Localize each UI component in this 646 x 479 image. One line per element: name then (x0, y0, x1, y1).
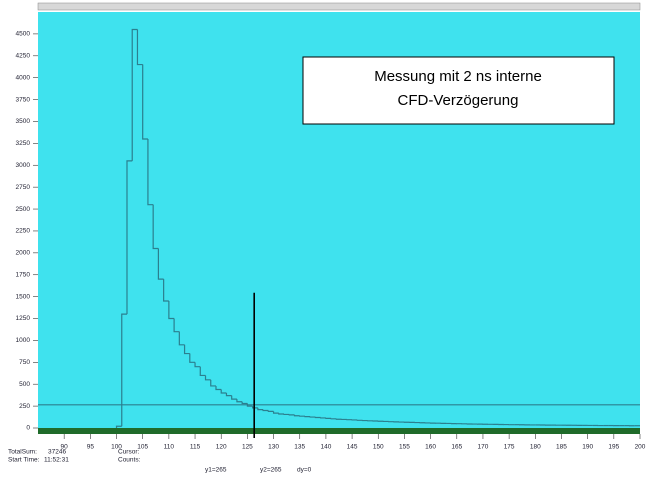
histogram-bin (189, 353, 196, 363)
y-tick-label: 1250 (16, 315, 31, 322)
status-value: y2=265 (260, 467, 282, 474)
x-tick-label: 115 (190, 444, 201, 451)
y-tick-label: 1750 (16, 271, 31, 278)
histogram-bin (152, 204, 159, 250)
x-tick-label: 100 (111, 444, 122, 451)
histogram-bin (225, 392, 232, 397)
x-tick-label: 180 (530, 444, 541, 451)
annotation: Messung mit 2 ns interne (374, 68, 542, 85)
histogram-bin (293, 414, 300, 417)
status-label: Counts: (118, 457, 141, 464)
histogram-bin (136, 29, 143, 66)
x-tick-label: 110 (164, 444, 175, 451)
y-tick-label: 0 (26, 425, 30, 432)
histogram-bin (215, 385, 222, 391)
histogram-bin (220, 389, 227, 394)
y-tick-label: 2500 (16, 206, 31, 213)
x-tick-label: 120 (216, 444, 227, 451)
y-tick-label: 1000 (16, 337, 31, 344)
histogram-bin (168, 301, 175, 320)
histogram-bin (121, 313, 127, 427)
x-tick-label: 145 (347, 444, 358, 451)
x-tick-label: 140 (320, 444, 331, 451)
histogram-bin (178, 331, 185, 346)
x-tick-label: 165 (451, 444, 462, 451)
histogram-bin (272, 411, 279, 414)
x-tick-label: 200 (635, 444, 646, 451)
histogram-bin (278, 413, 285, 415)
histogram-bin (183, 344, 190, 355)
x-tick-label: 95 (87, 444, 95, 451)
y-tick-label: 3000 (16, 162, 31, 169)
y-tick-label: 250 (19, 403, 30, 410)
y-tick-label: 4250 (16, 53, 31, 60)
x-tick-label: 175 (504, 444, 515, 451)
histogram-bin (126, 160, 133, 315)
y-tick-label: 4000 (16, 74, 31, 81)
status-label: Start Time: (8, 457, 40, 464)
y-tick-label: 4500 (16, 31, 31, 38)
histogram-bin (147, 138, 154, 206)
status-value: dy=0 (297, 467, 312, 474)
histogram-bin (173, 318, 180, 333)
histogram-bin (157, 248, 164, 280)
y-tick-label: 3250 (16, 140, 31, 147)
histogram-bin (210, 379, 216, 387)
histogram-bin (231, 395, 237, 400)
y-tick-label: 2000 (16, 250, 31, 257)
status-value: 37246 (48, 449, 66, 456)
histogram-bin (236, 399, 243, 403)
x-tick-label: 150 (373, 444, 384, 451)
histogram-bin (199, 366, 206, 377)
status-label: Cursor: (118, 449, 140, 456)
scroll-bar[interactable] (37, 2, 641, 11)
x-tick-label: 195 (608, 444, 619, 451)
x-tick-label: 160 (425, 444, 436, 451)
histogram-bin (163, 279, 169, 302)
histogram-bin (131, 28, 138, 161)
histogram-bin (267, 410, 274, 412)
y-tick-label: 1500 (16, 293, 31, 300)
y-tick-label: 750 (19, 359, 30, 366)
y-tick-label: 500 (19, 381, 30, 388)
x-tick-label: 170 (478, 444, 489, 451)
x-tick-label: 105 (137, 444, 148, 451)
histogram-bin (204, 375, 211, 381)
baseline-strip (38, 428, 640, 434)
x-tick-label: 90 (61, 444, 69, 451)
x-tick-label: 185 (556, 444, 567, 451)
x-tick-label: 130 (268, 444, 279, 451)
y-tick-label: 3750 (16, 96, 31, 103)
histogram-bin (142, 64, 148, 140)
annotation: CFD-Verzögerung (398, 92, 519, 109)
histogram-bin (262, 409, 269, 412)
x-tick-label: 125 (242, 444, 253, 451)
status-value: y1=265 (205, 467, 227, 474)
x-tick-label: 155 (399, 444, 410, 451)
histogram-bin (194, 362, 201, 368)
status-value: 11:52:31 (44, 457, 69, 464)
histogram-bin (252, 406, 258, 409)
annotation-box (302, 56, 615, 125)
histogram-bin (257, 407, 264, 411)
y-tick-label: 3500 (16, 118, 31, 125)
histogram-bin (115, 425, 122, 428)
status-label: TotalSum: (8, 449, 37, 456)
x-tick-label: 135 (294, 444, 305, 451)
x-tick-label: 190 (582, 444, 593, 451)
y-tick-label: 2750 (16, 184, 31, 191)
histogram-bin (241, 401, 248, 405)
y-tick-label: 2250 (16, 228, 31, 235)
